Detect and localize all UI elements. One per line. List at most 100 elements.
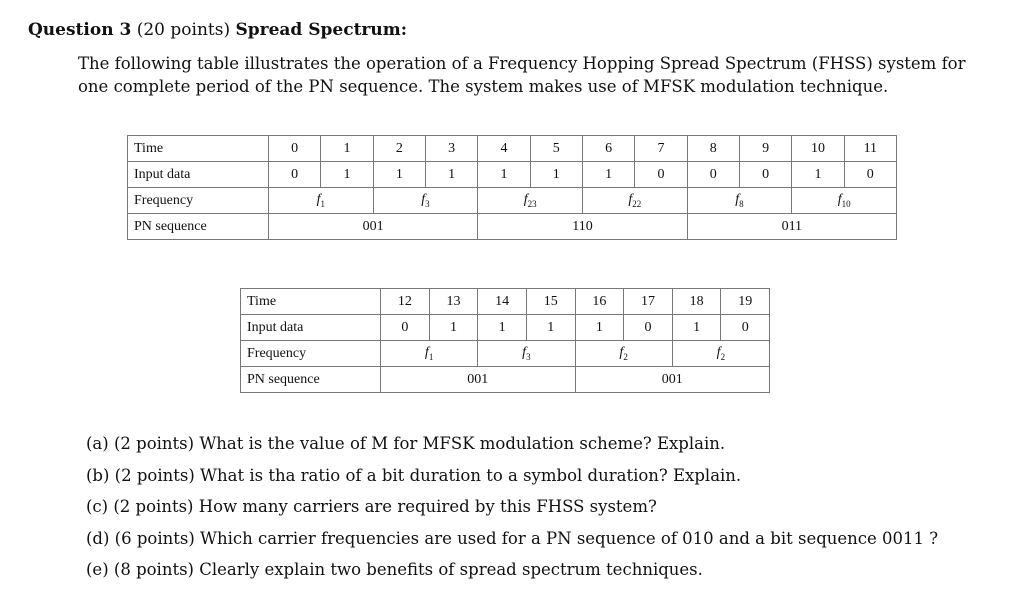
- time-cell: 14: [477, 288, 527, 315]
- frequency-symbol: f10: [837, 192, 851, 209]
- frequency-cell: f23: [477, 187, 583, 214]
- frequency-symbol: f2: [619, 345, 627, 362]
- frequency-symbol: f22: [628, 192, 642, 209]
- frequency-symbol: f1: [424, 345, 434, 362]
- frequency-base: f: [735, 192, 740, 208]
- input-data-cell: 1: [529, 161, 583, 188]
- input-data-cell: 1: [477, 161, 531, 188]
- frequency-symbol: f1: [316, 192, 326, 209]
- pn-sequence-cell: 001: [267, 213, 479, 240]
- time-cell: 16: [574, 288, 625, 315]
- time-cell: 6: [581, 135, 636, 162]
- input-data-cell: 1: [372, 161, 426, 188]
- input-data-cell: 0: [380, 314, 430, 341]
- frequency-symbol: f23: [523, 192, 537, 209]
- input-data-cell: 0: [843, 161, 898, 188]
- input-data-cell: 1: [424, 161, 479, 188]
- frequency-base: f: [837, 192, 842, 208]
- time-cell: 19: [720, 288, 770, 315]
- part-d: (d) (6 points) Which carrier frequencies…: [86, 528, 939, 548]
- frequency-row: Frequency f1 f3 f2 f2: [240, 340, 771, 367]
- input-data-cell: 0: [634, 161, 688, 188]
- frequency-subscript: 22: [632, 198, 642, 209]
- time-cell: 5: [529, 135, 583, 162]
- pn-sequence-cell: 011: [686, 213, 898, 240]
- frequency-cell: f2: [574, 340, 673, 367]
- time-cell: 17: [623, 288, 673, 315]
- time-cell: 0: [267, 135, 322, 162]
- part-b: (b) (2 points) What is tha ratio of a bi…: [86, 465, 742, 485]
- frequency-subscript: 3: [425, 198, 430, 209]
- question-heading: Question 3 (20 points) Spread Spectrum:: [28, 20, 407, 40]
- frequency-cell: f3: [372, 187, 479, 214]
- time-row: Time 0 1 2 3 4 5 6 7 8 9 10 11: [127, 135, 898, 162]
- part-e: (e) (8 points) Clearly explain two benef…: [86, 560, 703, 579]
- input-data-cell: 0: [686, 161, 740, 188]
- frequency-cell: f1: [268, 187, 374, 214]
- fhss-table-1: Time 0 1 2 3 4 5 6 7 8 9 10 11 Input data 0 1 1 1 1 1 1 0 0 0 1 0…: [127, 135, 898, 240]
- frequency-symbol: f3: [522, 345, 531, 362]
- part-c: (c) (2 points) How many carriers are req…: [86, 497, 657, 516]
- time-cell: 18: [671, 288, 722, 315]
- input-data-cell: 1: [791, 161, 845, 188]
- time-cell: 1: [320, 135, 374, 162]
- row-label: Frequency: [127, 187, 269, 214]
- frequency-cell: f2: [671, 340, 771, 367]
- frequency-base: f: [316, 192, 321, 208]
- question-number: Question 3: [28, 20, 132, 40]
- question-points: (20 points): [136, 20, 231, 40]
- input-data-row: Input data 0 1 1 1 1 1 1 0 0 0 1 0: [127, 161, 898, 188]
- row-label: Time: [127, 135, 269, 162]
- input-data-cell: 1: [477, 314, 527, 341]
- time-cell: 9: [738, 135, 793, 162]
- frequency-base: f: [523, 192, 528, 208]
- input-data-cell: 1: [671, 314, 722, 341]
- frequency-cell: f3: [477, 340, 576, 367]
- input-data-row: Input data 0 1 1 1 1 0 1 0: [240, 314, 770, 341]
- time-cell: 13: [428, 288, 479, 315]
- time-cell: 11: [843, 135, 898, 162]
- pn-sequence-row: PN sequence 001 001: [240, 366, 770, 393]
- pn-sequence-cell: 110: [477, 213, 688, 240]
- row-label: Input data: [127, 161, 269, 188]
- frequency-subscript: 23: [527, 198, 537, 209]
- question-parts: (a) (2 points) What is the value of M fo…: [86, 428, 938, 586]
- frequency-cell: f22: [581, 187, 688, 214]
- input-data-cell: 0: [720, 314, 770, 341]
- frequency-subscript: 2: [720, 351, 726, 362]
- frequency-base: f: [619, 345, 624, 361]
- row-label: Time: [240, 288, 381, 315]
- pn-sequence-cell: 001: [574, 366, 770, 393]
- frequency-subscript: 3: [526, 351, 531, 362]
- frequency-cell: f10: [791, 187, 897, 214]
- frequency-base: f: [716, 345, 721, 361]
- frequency-base: f: [522, 345, 527, 361]
- question-intro: The following table illustrates the oper…: [78, 54, 966, 96]
- question-title: Spread Spectrum:: [235, 20, 408, 40]
- frequency-base: f: [424, 345, 429, 361]
- row-label: Input data: [240, 314, 381, 341]
- row-label: PN sequence: [240, 366, 381, 393]
- pn-sequence-row: PN sequence 001 110 011: [127, 213, 898, 240]
- frequency-symbol: f2: [716, 345, 726, 362]
- frequency-subscript: 1: [320, 198, 326, 209]
- time-cell: 7: [634, 135, 688, 162]
- frequency-subscript: 10: [841, 198, 851, 209]
- time-cell: 10: [791, 135, 845, 162]
- time-cell: 15: [525, 288, 576, 315]
- frequency-cell: f8: [686, 187, 793, 214]
- time-cell: 2: [372, 135, 426, 162]
- frequency-base: f: [628, 192, 633, 208]
- input-data-cell: 0: [267, 161, 322, 188]
- frequency-symbol: f3: [421, 192, 430, 209]
- input-data-cell: 1: [320, 161, 374, 188]
- input-data-cell: 1: [428, 314, 479, 341]
- input-data-cell: 1: [525, 314, 576, 341]
- row-label: Frequency: [240, 340, 381, 367]
- input-data-cell: 1: [574, 314, 625, 341]
- frequency-subscript: 1: [428, 351, 434, 362]
- time-cell: 4: [477, 135, 531, 162]
- time-cell: 12: [380, 288, 430, 315]
- frequency-cell: f1: [379, 340, 479, 367]
- row-label: PN sequence: [127, 213, 269, 240]
